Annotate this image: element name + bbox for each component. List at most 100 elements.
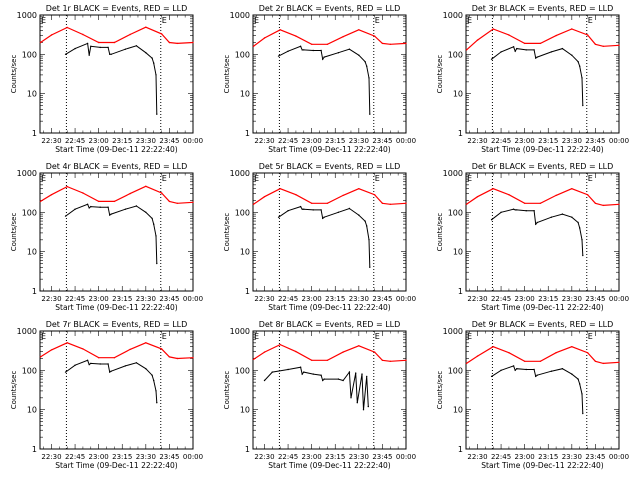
data-point (525, 49, 527, 51)
data-point (533, 210, 535, 212)
data-point (535, 57, 537, 59)
x-tick-label: 00:00 (396, 295, 416, 303)
y-tick-label: 1 (245, 445, 250, 454)
data-point (192, 41, 194, 44)
data-point (109, 53, 111, 55)
data-point (50, 194, 53, 196)
data-point (582, 412, 584, 415)
chart-panel-3: Det 3r BLACK = Events, RED = LLD 1 10 100 10… (436, 4, 629, 154)
data-point (110, 213, 112, 215)
data-point (50, 34, 53, 36)
data-point (192, 201, 194, 203)
data-point (323, 216, 325, 218)
data-point (342, 379, 344, 382)
y-tick-label: 1 (32, 129, 37, 138)
x-tick-label: 23:00 (89, 137, 109, 145)
data-point (550, 370, 553, 372)
e-marker: E (375, 174, 380, 183)
data-point (516, 47, 518, 50)
data-point (492, 346, 494, 348)
data-point (581, 393, 583, 395)
x-tick-label: 00:00 (609, 137, 629, 145)
data-point (539, 202, 542, 204)
data-point (176, 42, 178, 45)
data-point (74, 47, 76, 50)
data-point (176, 357, 178, 360)
plot-frame (39, 172, 194, 292)
data-point (524, 360, 526, 362)
e-marker: E (467, 174, 472, 183)
data-point (312, 373, 314, 375)
data-point (86, 359, 89, 361)
data-point (571, 28, 573, 30)
x-tick-label: 22:30 (41, 137, 61, 145)
data-point (90, 205, 92, 208)
data-point (512, 46, 515, 48)
chart-title: Det 9r BLACK = Events, RED = LLD (472, 320, 614, 329)
e-marker: E (588, 332, 593, 341)
y-tick-label: 10 (240, 248, 250, 257)
x-tick-label: 23:15 (325, 295, 345, 303)
x-tick-label: 22:30 (467, 453, 487, 461)
x-tick-label: 23:15 (538, 453, 558, 461)
data-point (129, 33, 131, 36)
data-point (366, 65, 368, 67)
x-tick-label: 23:30 (562, 137, 582, 145)
series-lld (253, 29, 407, 47)
data-point (135, 45, 138, 47)
data-point (107, 206, 109, 208)
data-point (145, 52, 147, 54)
plot-frame (39, 330, 194, 450)
data-point (320, 49, 322, 52)
data-point (536, 374, 538, 376)
data-point (539, 42, 542, 45)
data-point (86, 42, 89, 45)
y-tick-label: 1 (458, 287, 463, 296)
chart-title: Det 3r BLACK = Events, RED = LLD (472, 4, 614, 13)
y-tick-label: 1000 (17, 169, 37, 178)
data-point (88, 207, 90, 209)
data-point (381, 202, 384, 204)
series-lld (466, 346, 620, 365)
data-point (579, 65, 581, 67)
x-tick-label: 23:45 (372, 453, 392, 461)
x-tick-label: 00:00 (609, 453, 629, 461)
data-point (524, 42, 526, 45)
x-tick-label: 23:30 (562, 295, 582, 303)
y-tick-label: 10 (240, 406, 250, 415)
data-point (90, 45, 92, 47)
x-tick-label: 22:30 (467, 137, 487, 145)
y-axis-label: Counts/sec (223, 371, 231, 410)
plot-frame (252, 14, 407, 134)
x-axis-label: Start Time (09-Dec-11 22:22:40) (481, 145, 603, 154)
x-tick-label: 22:30 (254, 295, 274, 303)
data-point (490, 375, 493, 378)
data-point (110, 370, 112, 372)
y-tick-label: 10 (453, 90, 463, 99)
data-point (586, 194, 589, 196)
data-point (74, 208, 76, 210)
x-axis-label: Start Time (09-Dec-11 22:22:40) (268, 145, 390, 154)
plot-frame (465, 14, 620, 134)
data-point (561, 47, 564, 50)
y-tick-label: 10 (27, 406, 37, 415)
data-point (358, 214, 360, 216)
data-point (358, 188, 360, 190)
data-point (99, 46, 101, 49)
x-tick-label: 23:15 (112, 453, 132, 461)
data-point (39, 200, 42, 203)
data-point (82, 33, 84, 36)
chart-title: Det 8r BLACK = Events, RED = LLD (259, 320, 401, 329)
x-tick-label: 00:00 (183, 137, 203, 145)
y-tick-label: 1000 (443, 169, 463, 178)
series-lld (40, 185, 194, 204)
x-tick-label: 23:30 (349, 295, 369, 303)
y-tick-label: 1000 (443, 11, 463, 20)
x-tick-label: 23:15 (538, 295, 558, 303)
data-point (323, 56, 325, 58)
data-point (508, 352, 510, 354)
data-point (381, 42, 384, 45)
data-point (369, 266, 371, 268)
data-point (535, 375, 537, 378)
